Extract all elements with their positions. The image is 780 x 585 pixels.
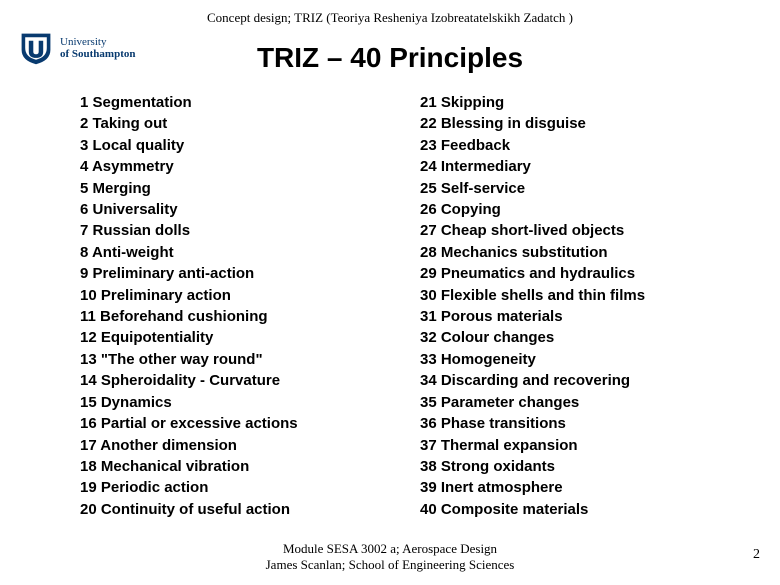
principles-list: 1 Segmentation 2 Taking out 3 Local qual… <box>80 92 720 520</box>
list-item: 29 Pneumatics and hydraulics <box>420 263 710 284</box>
list-item: 36 Phase transitions <box>420 413 710 434</box>
list-item: 34 Discarding and recovering <box>420 370 710 391</box>
list-item: 26 Copying <box>420 199 710 220</box>
list-item: 33 Homogeneity <box>420 349 710 370</box>
list-item: 5 Merging <box>80 178 420 199</box>
list-item: 28 Mechanics substitution <box>420 242 710 263</box>
list-item: 9 Preliminary anti-action <box>80 263 420 284</box>
list-item: 8 Anti-weight <box>80 242 420 263</box>
principles-col-left: 1 Segmentation 2 Taking out 3 Local qual… <box>80 92 420 520</box>
list-item: 27 Cheap short-lived objects <box>420 220 710 241</box>
list-item: 22 Blessing in disguise <box>420 113 710 134</box>
list-item: 30 Flexible shells and thin films <box>420 285 710 306</box>
list-item: 1 Segmentation <box>80 92 420 113</box>
slide-footer: Module SESA 3002 a; Aerospace Design Jam… <box>0 541 780 574</box>
list-item: 19 Periodic action <box>80 477 420 498</box>
list-item: 18 Mechanical vibration <box>80 456 420 477</box>
list-item: 31 Porous materials <box>420 306 710 327</box>
list-item: 12 Equipotentiality <box>80 327 420 348</box>
list-item: 32 Colour changes <box>420 327 710 348</box>
principles-col-right: 21 Skipping 22 Blessing in disguise 23 F… <box>420 92 710 520</box>
list-item: 24 Intermediary <box>420 156 710 177</box>
footer-line2: James Scanlan; School of Engineering Sci… <box>266 557 515 572</box>
list-item: 6 Universality <box>80 199 420 220</box>
list-item: 20 Continuity of useful action <box>80 499 420 520</box>
list-item: 40 Composite materials <box>420 499 710 520</box>
slide-title: TRIZ – 40 Principles <box>0 42 780 74</box>
slide-header: Concept design; TRIZ (Teoriya Resheniya … <box>0 10 780 26</box>
list-item: 3 Local quality <box>80 135 420 156</box>
list-item: 21 Skipping <box>420 92 710 113</box>
list-item: 7 Russian dolls <box>80 220 420 241</box>
list-item: 39 Inert atmosphere <box>420 477 710 498</box>
list-item: 4 Asymmetry <box>80 156 420 177</box>
list-item: 10 Preliminary action <box>80 285 420 306</box>
list-item: 35 Parameter changes <box>420 392 710 413</box>
list-item: 2 Taking out <box>80 113 420 134</box>
list-item: 11 Beforehand cushioning <box>80 306 420 327</box>
list-item: 25 Self-service <box>420 178 710 199</box>
list-item: 23 Feedback <box>420 135 710 156</box>
list-item: 13 "The other way round" <box>80 349 420 370</box>
list-item: 14 Spheroidality - Curvature <box>80 370 420 391</box>
list-item: 37 Thermal expansion <box>420 435 710 456</box>
list-item: 17 Another dimension <box>80 435 420 456</box>
footer-line1: Module SESA 3002 a; Aerospace Design <box>283 541 497 556</box>
list-item: 15 Dynamics <box>80 392 420 413</box>
list-item: 38 Strong oxidants <box>420 456 710 477</box>
page-number: 2 <box>753 547 760 563</box>
list-item: 16 Partial or excessive actions <box>80 413 420 434</box>
